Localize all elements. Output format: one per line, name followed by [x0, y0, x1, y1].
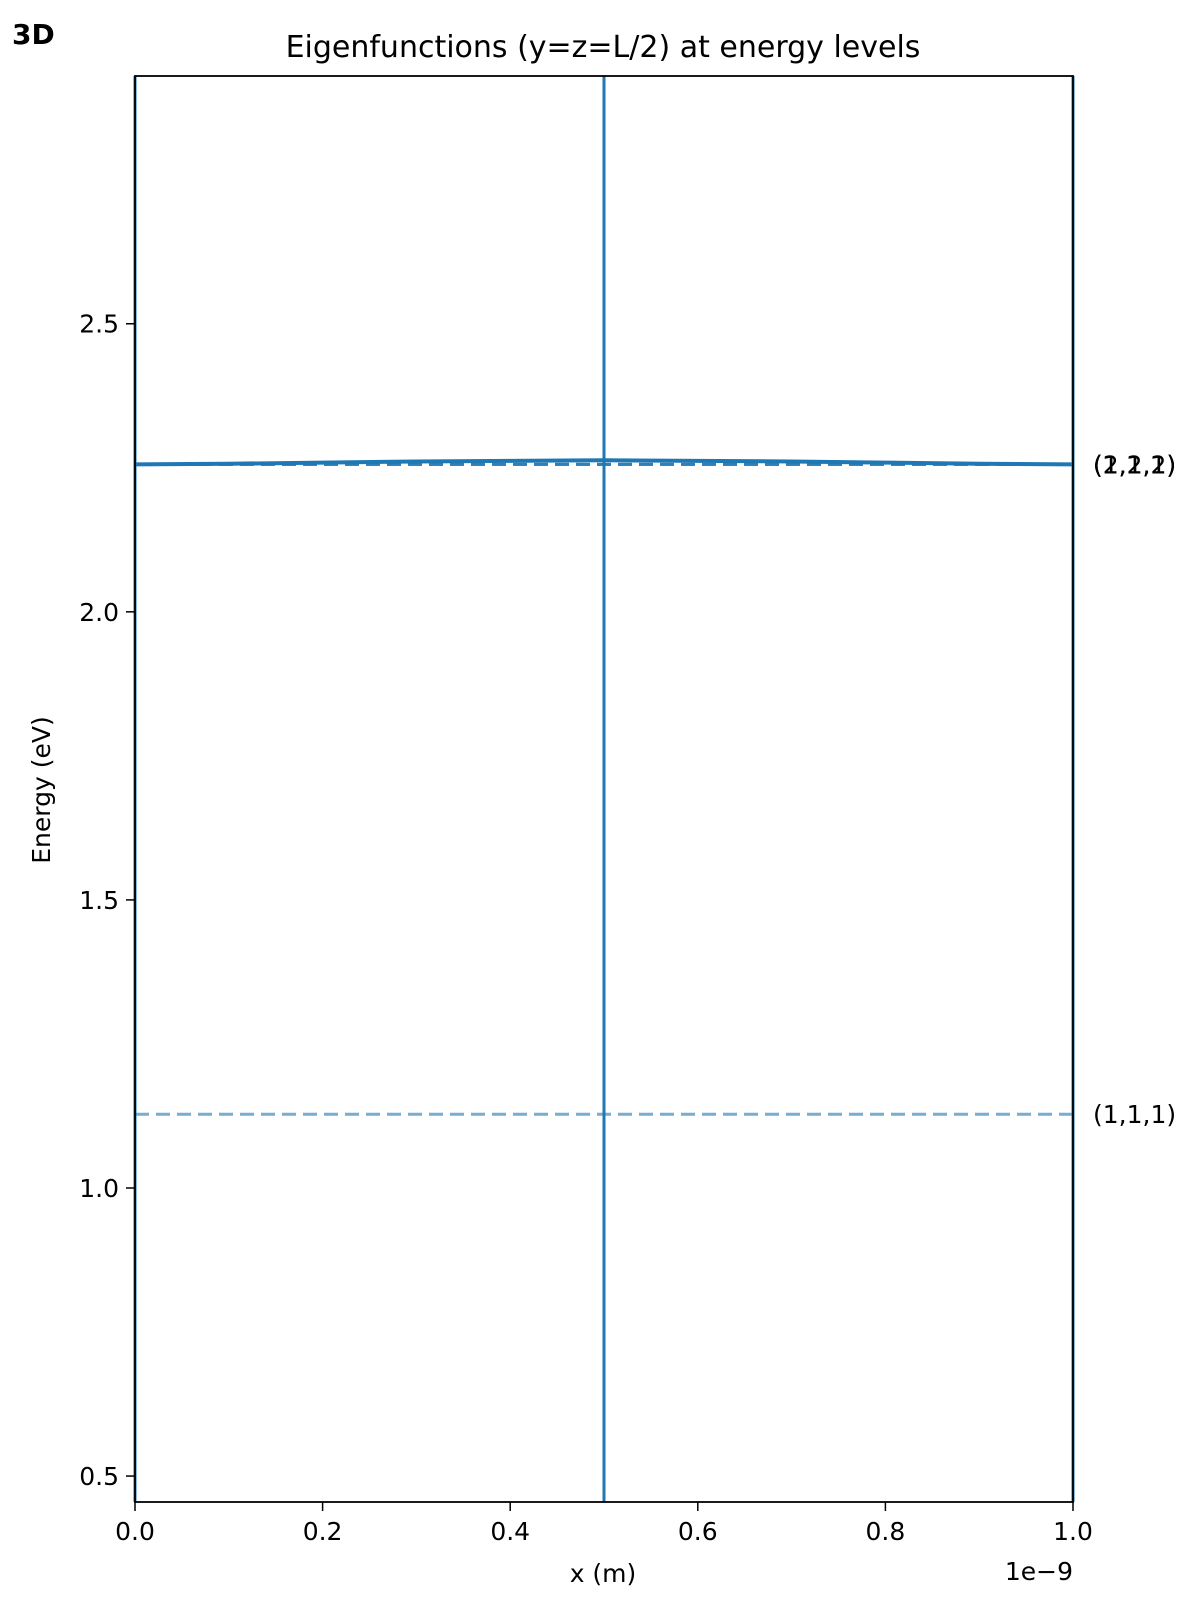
panel-tag: 3D: [12, 18, 55, 51]
eigenfunction-line: [134, 458, 1074, 467]
plot-frame: [134, 75, 1074, 1503]
level-label: (1,1,1): [1093, 1100, 1176, 1129]
y-tick-label: 2.0: [79, 598, 119, 627]
y-tick-label: 2.5: [79, 310, 119, 339]
y-tick-label: 1.0: [79, 1174, 119, 1203]
level-label: (2,1,1): [1093, 450, 1176, 479]
x-tick-label: 0.6: [678, 1517, 718, 1546]
x-tick-label: 0.0: [115, 1517, 155, 1546]
chart-title: Eigenfunctions (y=z=L/2) at energy level…: [286, 30, 921, 65]
y-axis-label: Energy (eV): [27, 716, 56, 863]
plot-area: (1,1,1) (2,1,1)(1,2,1)(1,1,2) 0.0 0.2 0.4 0.6…: [79, 75, 1176, 1546]
x-axis-label: x (m): [570, 1559, 637, 1588]
x-tick-label: 0.2: [303, 1517, 343, 1546]
x-axis-offset-text: 1e−9: [1005, 1557, 1073, 1586]
x-tick-label: 1.0: [1053, 1517, 1093, 1546]
level-label: (1,2,1): [1093, 450, 1176, 479]
x-tick-label: 0.8: [866, 1517, 906, 1546]
level-label: (1,1,2): [1093, 450, 1176, 479]
y-tick-label: 0.5: [79, 1462, 119, 1491]
y-tick-label: 1.5: [79, 886, 119, 915]
x-tick-label: 0.4: [490, 1517, 530, 1546]
